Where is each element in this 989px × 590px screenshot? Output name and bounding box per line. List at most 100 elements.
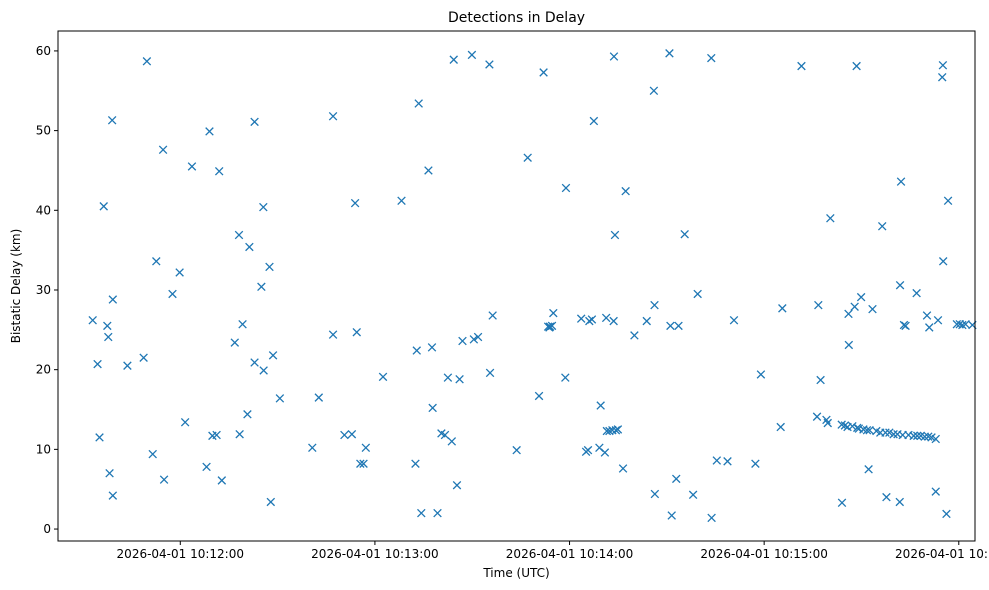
data-point [931,434,941,444]
data-point [378,372,388,382]
data-point [844,340,854,350]
data-point [103,321,112,331]
data-point [234,230,244,240]
data-point [488,311,497,320]
data-point [943,196,953,205]
data-point [707,513,716,523]
data-point [895,280,905,290]
data-point [961,319,970,329]
data-point [205,127,214,136]
data-point [257,282,266,292]
data-point [397,196,406,205]
data-point [250,117,259,127]
data-point [158,145,168,154]
data-point [427,343,437,352]
data-point [250,358,259,367]
data-point [107,115,117,125]
data-point [352,327,362,337]
data-point [844,309,853,319]
data-point [361,443,371,453]
data-point [152,257,161,266]
data-point [549,308,558,318]
data-point [889,429,898,439]
data-point [942,509,951,519]
x-tick-label: 2026-04-01 10:16:00 [895,547,989,561]
data-point [414,99,423,108]
data-point [417,508,426,518]
data-point [412,346,422,355]
x-axis-ticks: 2026-04-01 10:12:00 2026-04-01 10:13:00 20… [117,541,989,561]
data-point [958,320,967,330]
data-point [680,229,689,239]
data-point [523,153,532,162]
data-point [534,391,544,401]
data-point [723,457,732,466]
data-point [455,374,464,384]
data-point [583,445,593,455]
data-point [259,202,268,212]
data-point [467,50,477,60]
data-point [512,445,521,455]
data-point [924,432,933,441]
data-point [933,316,943,325]
data-point [443,373,453,382]
data-point [816,375,825,385]
data-point [650,489,660,499]
data-point [729,316,739,325]
data-point [212,430,221,440]
data-point [925,323,934,332]
x-tick-label: 2026-04-01 10:15:00 [700,547,827,561]
data-point [751,459,760,468]
y-axis-label: Bistatic Delay (km) [9,229,23,344]
data-point [856,292,866,302]
data-point [901,321,910,331]
data-point [688,490,698,500]
data-point [148,449,157,459]
data-point [882,492,891,502]
x-tick-label: 2026-04-01 10:12:00 [117,547,244,561]
data-point [217,476,227,485]
data-point [776,422,785,432]
data-point [139,353,148,362]
data-point [712,456,722,465]
data-point [159,475,169,484]
data-point [265,262,274,272]
data-point [359,459,368,468]
data-point [707,53,716,63]
data-point [440,430,450,440]
data-point [610,230,620,240]
data-point [350,198,360,208]
data-point [938,61,948,70]
data-point [912,288,921,298]
plot-frame [57,30,976,542]
data-point [214,166,224,176]
data-point [356,459,365,468]
y-tick-label: 10 [36,442,51,456]
data-point [938,257,948,266]
data-point [862,425,872,435]
y-tick-label: 40 [36,203,51,217]
data-point [589,116,599,126]
data-point [175,268,184,277]
data-point [756,370,766,379]
data-point [230,338,240,347]
data-point [428,403,437,413]
data-point [609,316,618,326]
data-point [666,321,675,331]
data-point [576,314,586,323]
data-point [826,214,835,223]
y-tick-label: 20 [36,363,51,377]
data-point [266,497,276,507]
data-point [238,319,247,329]
data-point [245,242,254,252]
data-point [587,315,597,324]
data-point [95,433,104,442]
data-point [259,366,268,375]
data-point [913,431,922,441]
data-point [469,335,479,344]
data-point [275,394,285,403]
x-tick-label: 2026-04-01 10:14:00 [506,547,633,561]
data-point [611,425,621,435]
